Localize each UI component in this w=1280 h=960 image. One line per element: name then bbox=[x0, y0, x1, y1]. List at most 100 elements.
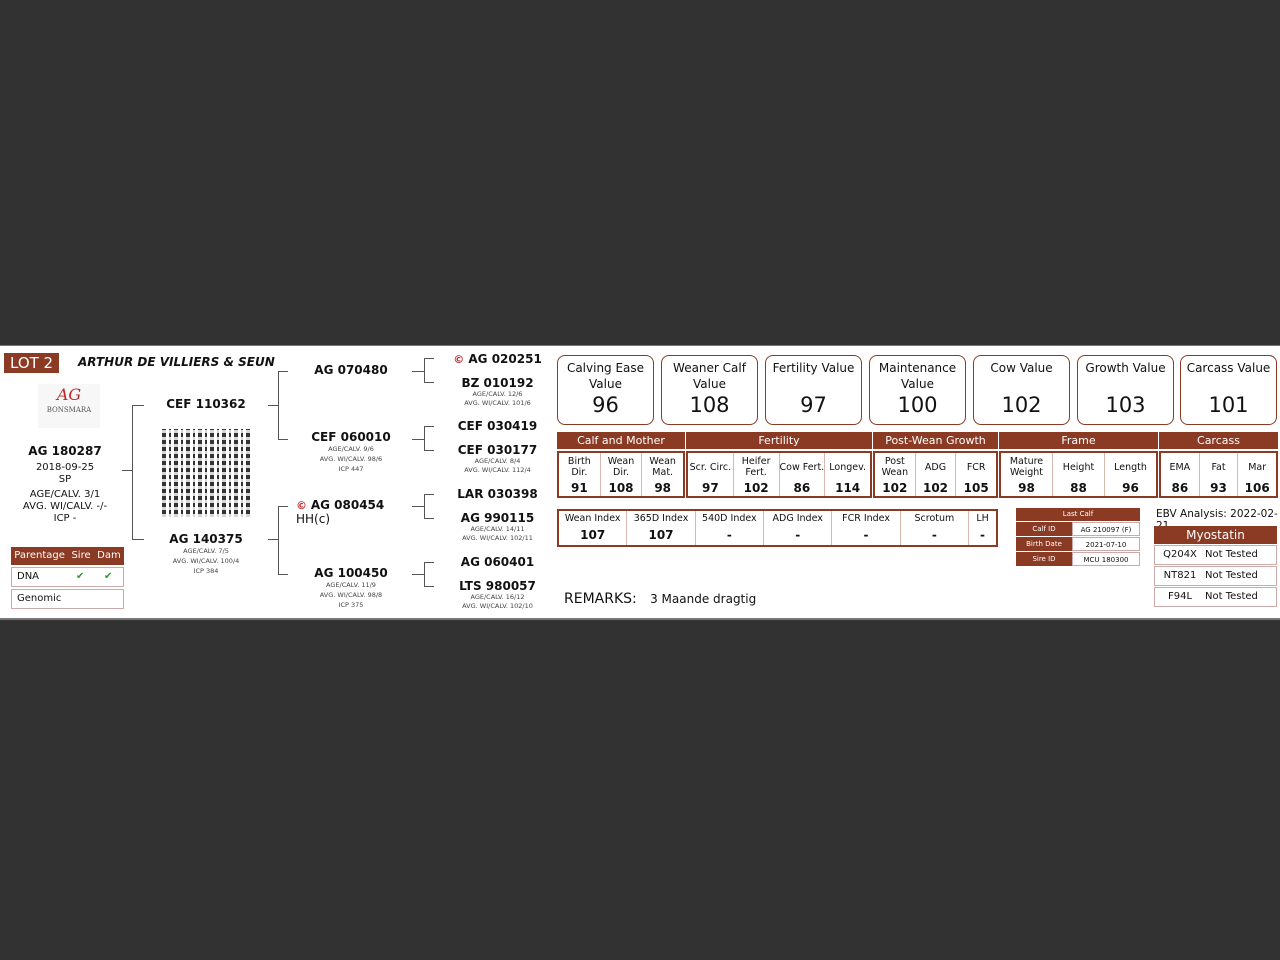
row-label: Genomic bbox=[17, 593, 62, 604]
ebv-label: Mar bbox=[1248, 461, 1267, 473]
value-number: 96 bbox=[592, 393, 619, 417]
animal-type: SP bbox=[58, 474, 72, 485]
owner-name: ARTHUR DE VILLIERS & SEUN bbox=[78, 355, 275, 369]
last-calf-key: Calf ID bbox=[1016, 522, 1072, 536]
ebv-value: 102 bbox=[743, 481, 769, 495]
ebv-cell: Birth Dir. 91 bbox=[559, 453, 601, 496]
index-cell: LH - bbox=[969, 511, 996, 545]
ggp-age-calv: AGE/CALV. 16/12 bbox=[470, 593, 525, 601]
ebv-cell: EMA 86 bbox=[1161, 453, 1200, 496]
gp-age-calv: AGE/CALV. 11/9 bbox=[326, 581, 376, 589]
parentage-header: Parentage Sire Dam bbox=[11, 547, 124, 565]
ggp-avg-wi: AVG. WI/CALV. 102/11 bbox=[462, 534, 533, 542]
value-number: 108 bbox=[689, 393, 730, 417]
great-grandparent: LAR 030398 bbox=[445, 487, 550, 501]
last-calf-row: Sire ID MCU 180300 bbox=[1016, 552, 1140, 566]
myostatin-row: NT821 Not Tested bbox=[1154, 566, 1277, 586]
great-grandparent: © AG 020251 bbox=[445, 352, 550, 366]
ebv-value: 93 bbox=[1210, 481, 1227, 495]
last-calf-value: 2021-07-10 bbox=[1072, 537, 1140, 551]
value-number: 97 bbox=[800, 393, 827, 417]
ggp-age-calv: AGE/CALV. 8/4 bbox=[474, 457, 521, 465]
index-cell: FCR Index - bbox=[832, 511, 901, 545]
ebv-label: Mature Weight bbox=[1009, 456, 1044, 478]
gp-avg-wi: AVG. WI/CALV. 98/6 bbox=[319, 455, 383, 463]
ggp-id: LAR 030398 bbox=[457, 487, 538, 501]
lot-badge: LOT 2 bbox=[4, 353, 60, 373]
myostatin-gene: NT821 bbox=[1163, 570, 1197, 581]
gp-id: AG 080454 bbox=[310, 498, 385, 512]
myostatin-status: Not Tested bbox=[1205, 570, 1258, 581]
logo-text: BONSMARA bbox=[46, 406, 92, 414]
ebv-value: 105 bbox=[963, 481, 989, 495]
grandsire-paternal: AG 070480 bbox=[314, 363, 388, 377]
ebv-value: 114 bbox=[835, 481, 861, 495]
ebv-label: Wean Mat. bbox=[649, 456, 676, 478]
last-calf-title: Last Calf bbox=[1016, 508, 1140, 521]
ggp-id: CEF 030177 bbox=[457, 443, 538, 457]
ebv-label: Length bbox=[1114, 461, 1147, 473]
ebv-cell: Mar 106 bbox=[1238, 453, 1276, 496]
ebv-label: FCR bbox=[966, 461, 986, 473]
value-label: Fertility Value bbox=[772, 361, 855, 375]
ebv-value: 97 bbox=[702, 481, 719, 495]
ggp-age-calv: AGE/CALV. 12/6 bbox=[472, 390, 523, 398]
lot-card: LOT 2 ARTHUR DE VILLIERS & SEUN AG BONSMA… bbox=[0, 345, 1280, 620]
group-header: Carcass bbox=[1159, 432, 1278, 449]
ebv-cell: Wean Dir. 108 bbox=[601, 453, 643, 496]
ebv-label: Height bbox=[1062, 461, 1095, 473]
ebv-value: 98 bbox=[654, 481, 672, 495]
last-calf-table: Last Calf Calf ID AG 210097 (F) Birth Date… bbox=[1016, 508, 1140, 566]
index-cell: Scrotum - bbox=[901, 511, 970, 545]
sire-col: Sire bbox=[71, 550, 91, 561]
last-calf-key: Birth Date bbox=[1016, 537, 1072, 551]
parentage-table: Parentage Sire Dam DNA ✔ ✔ Genomic bbox=[11, 547, 124, 609]
animal-age-calv: AGE/CALV. 3/1 bbox=[29, 489, 101, 500]
myostatin-table: Myostatin Q204X Not Tested NT821 Not Tested… bbox=[1154, 526, 1277, 607]
ggp-id: BZ 010192 bbox=[461, 376, 534, 390]
ebv-label: EMA bbox=[1169, 461, 1191, 473]
index-cell: 365D Index 107 bbox=[627, 511, 696, 545]
gp-icp: ICP 375 bbox=[338, 601, 364, 609]
myostatin-gene: Q204X bbox=[1163, 549, 1197, 560]
ebv-cell: Length 96 bbox=[1105, 453, 1156, 496]
value-card: Growth Value 103 bbox=[1077, 355, 1174, 425]
logo-mark: AG bbox=[56, 385, 82, 404]
last-calf-row: Birth Date 2021-07-10 bbox=[1016, 537, 1140, 551]
great-grandparent: CEF 030419 bbox=[445, 419, 550, 433]
parentage-row-genomic: Genomic bbox=[11, 589, 124, 609]
ebv-label: ADG bbox=[924, 461, 947, 473]
ebv-value: 106 bbox=[1244, 481, 1270, 495]
ebv-table: Mature Weight 98 Height 88 Length 96 bbox=[999, 451, 1158, 498]
ebv-value: 96 bbox=[1122, 481, 1139, 495]
dam-col: Dam bbox=[97, 550, 121, 561]
ggp-id: AG 990115 bbox=[460, 511, 535, 525]
sire-id: CEF 110362 bbox=[166, 397, 246, 411]
animal-id: AG 180287 bbox=[28, 444, 102, 458]
parentage-row-dna: DNA ✔ ✔ bbox=[11, 567, 124, 587]
qr-code[interactable] bbox=[162, 429, 250, 517]
ebv-label: Cow Fert. bbox=[779, 461, 825, 473]
index-label: LH bbox=[976, 513, 989, 524]
index-value: - bbox=[931, 528, 937, 542]
ebv-table: Birth Dir. 91 Wean Dir. 108 Wean Mat. 98 bbox=[557, 451, 685, 498]
ebv-label: Scr. Circ. bbox=[689, 461, 732, 473]
last-calf-value: MCU 180300 bbox=[1072, 552, 1140, 566]
bonsmara-logo: AG BONSMARA bbox=[38, 384, 100, 428]
value-card: Calving Ease Value 96 bbox=[557, 355, 654, 425]
animal-icp: ICP - bbox=[53, 513, 77, 524]
ebv-label: Fat bbox=[1211, 461, 1226, 473]
ggp-avg-wi: AVG. WI/CALV. 101/6 bbox=[464, 399, 531, 407]
index-label: FCR Index bbox=[842, 513, 890, 524]
parentage-col: Parentage bbox=[14, 550, 65, 561]
myostatin-gene: F94L bbox=[1167, 591, 1193, 602]
ebv-value: 102 bbox=[882, 481, 908, 495]
ebv-cell: Heifer Fert. 102 bbox=[734, 453, 780, 496]
last-calf-value: AG 210097 (F) bbox=[1072, 522, 1140, 536]
value-label: Growth Value bbox=[1085, 361, 1166, 375]
curl-icon: © bbox=[453, 353, 465, 366]
ebv-cell: Wean Mat. 98 bbox=[642, 453, 683, 496]
value-card: Weaner Calf Value 108 bbox=[661, 355, 758, 425]
ebv-cell: ADG 102 bbox=[916, 453, 957, 496]
granddam-maternal: AG 100450 AGE/CALV. 11/9 AVG. WI/CALV. 9… bbox=[296, 566, 406, 610]
